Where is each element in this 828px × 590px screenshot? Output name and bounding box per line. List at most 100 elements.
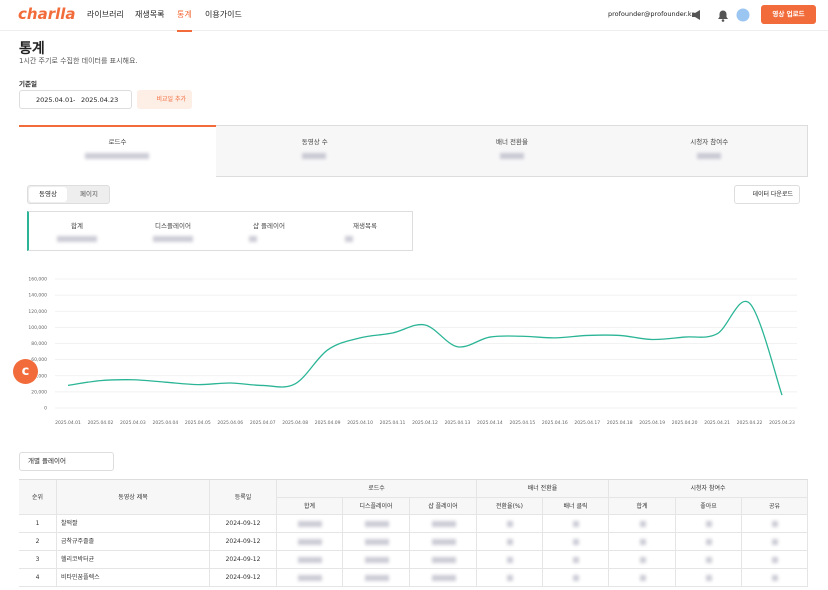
metric-tab-active[interactable]	[19, 125, 216, 179]
table-sub-header: 합계	[277, 498, 343, 515]
metric-tab-label[interactable]: 배너 전환율	[496, 138, 528, 146]
blurred-value	[431, 575, 456, 581]
table-cell-blurred	[343, 515, 410, 533]
blurred-value	[298, 521, 322, 527]
table-cell-blurred	[543, 551, 609, 569]
x-tick-label: 2025.04.08	[282, 420, 308, 426]
table-group-header: 로드수	[277, 480, 477, 498]
table-cell: 비타민꿈플렉스	[57, 569, 210, 587]
nav-item[interactable]: 재생목록	[135, 10, 165, 19]
metric-tab-label[interactable]: 시청자 참여수	[690, 138, 729, 146]
table-cell-blurred	[676, 515, 742, 533]
blurred-value	[639, 521, 646, 527]
table-cell-blurred	[742, 569, 808, 587]
player-dropdown[interactable]: 개별 플레이어	[19, 452, 114, 471]
metric-tab-label[interactable]: 동영상 수	[301, 138, 328, 146]
table-cell-blurred	[543, 533, 609, 551]
nav-icons[interactable]	[690, 8, 750, 22]
date-picker[interactable]	[19, 90, 132, 109]
summary-label: 디스플레이어	[155, 222, 191, 230]
blurred-value	[639, 575, 646, 581]
table-sub-header: 합계	[609, 498, 676, 515]
stats-table: 순위 동영상 제목 등록일 로드수 배너 전환율 시청자 참여수 합계 디스플레이어 샵 플레이…	[19, 479, 808, 590]
blurred-value	[639, 539, 646, 545]
upload-button[interactable]: 영상 업로드	[761, 5, 816, 24]
blurred-value	[153, 236, 193, 242]
table-cell-blurred	[410, 551, 477, 569]
blurred-value	[499, 153, 524, 159]
nav-item[interactable]: 라이브러리	[87, 10, 124, 19]
blurred-value	[573, 575, 579, 581]
x-tick-label: 2025.04.11	[380, 420, 406, 426]
table-cell-blurred	[277, 515, 343, 533]
table-group-header: 배너 전환율	[477, 480, 609, 498]
chart: 0 20,000 40,000 60,000 80,000 100,000 120,000 1…	[28, 277, 797, 426]
blurred-value	[696, 153, 721, 159]
floating-button[interactable]: c	[13, 359, 38, 384]
table-cell: 2	[19, 533, 57, 551]
blurred-value	[772, 557, 778, 563]
table-cell-blurred	[543, 515, 609, 533]
table-cell: 3	[19, 551, 57, 569]
y-tick-label: 100,000	[28, 325, 47, 331]
x-tick-label: 2025.04.12	[412, 420, 438, 426]
x-tick-label: 2025.04.04	[152, 420, 178, 426]
blurred-value	[431, 557, 456, 563]
y-tick-label: 60,000	[31, 357, 47, 363]
x-tick-label: 2025.04.22	[737, 420, 763, 426]
table-cell: 2024-09-12	[210, 515, 277, 533]
download-button[interactable]: 데이터 다운로드	[734, 185, 800, 204]
table-sub-header: 샵 플레이어	[410, 498, 477, 515]
y-tick-label: 80,000	[31, 341, 47, 347]
x-tick-label: 2025.04.16	[542, 420, 568, 426]
logo[interactable]: charlla	[18, 5, 76, 23]
table-cell-blurred	[609, 569, 676, 587]
table-cell-blurred	[609, 533, 676, 551]
blurred-value	[706, 557, 712, 563]
table-header: 동영상 제목	[57, 480, 210, 515]
table-cell: 4	[19, 569, 57, 587]
summary-label: 샵 플레이어	[253, 222, 285, 230]
blurred-value	[85, 153, 149, 159]
metric-tab-label[interactable]: 로드수	[108, 138, 127, 146]
blurred-value	[772, 575, 778, 581]
table-cell-blurred	[410, 569, 477, 587]
blurred-value	[364, 575, 389, 581]
table-cell-blurred	[277, 551, 343, 569]
x-tick-label: 2025.04.10	[347, 420, 373, 426]
table-cell-blurred	[410, 515, 477, 533]
toggle-active[interactable]: 동영상	[29, 187, 67, 202]
blurred-value	[507, 539, 513, 545]
y-tick-label: 140,000	[28, 293, 47, 299]
blurred-value	[573, 539, 579, 545]
toggle-option[interactable]: 페이지	[80, 190, 98, 198]
x-tick-label: 2025.04.07	[250, 420, 276, 426]
user-email: profounder@profounder.kr	[608, 10, 695, 18]
table-cell-blurred	[477, 569, 543, 587]
blurred-value	[772, 521, 778, 527]
table-sub-header: 공유	[742, 498, 808, 515]
table-cell-blurred	[609, 551, 676, 569]
x-tick-label: 2025.04.05	[185, 420, 211, 426]
x-tick-label: 2025.04.19	[639, 420, 665, 426]
table-cell: 2024-09-12	[210, 569, 277, 587]
compare-button[interactable]: 비교일 추가	[137, 90, 192, 109]
nav-item[interactable]: 이용가이드	[205, 10, 242, 19]
table-cell-blurred	[742, 533, 808, 551]
table-cell-blurred	[742, 551, 808, 569]
x-tick-label: 2025.04.15	[509, 420, 535, 426]
table-cell: 금착규주졸졸	[57, 533, 210, 551]
x-tick-label: 2025.04.14	[477, 420, 503, 426]
table-cell: 찰떡짤	[57, 515, 210, 533]
table-sub-header: 전환율(%)	[477, 498, 543, 515]
y-tick-label: 20,000	[31, 389, 47, 395]
date-start: 2025.04.01	[36, 96, 74, 104]
x-tick-label: 2025.04.20	[672, 420, 698, 426]
blurred-value	[249, 236, 257, 242]
table-cell: 1	[19, 515, 57, 533]
nav-item-active[interactable]: 통계	[177, 9, 192, 32]
y-tick-label: 120,000	[28, 309, 47, 315]
blurred-value	[364, 521, 389, 527]
table-cell-blurred	[609, 515, 676, 533]
